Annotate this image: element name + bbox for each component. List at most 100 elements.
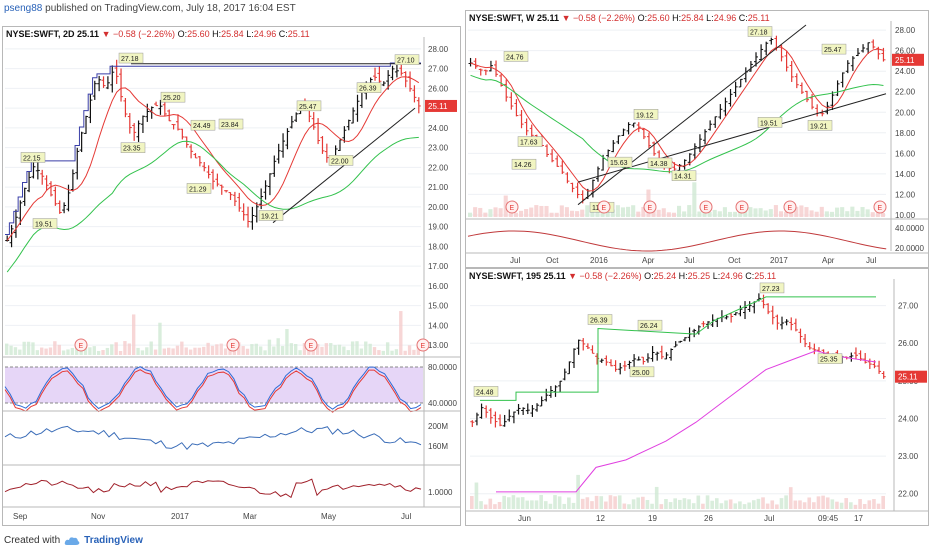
time-tick-label: Oct [728, 256, 741, 265]
volume-bar [590, 210, 595, 217]
volume-bar [96, 350, 101, 355]
volume-bar [215, 344, 219, 355]
volume-bar [765, 503, 770, 509]
pivot-label: 27.18 [121, 56, 139, 63]
price-tick-label: 16.00 [895, 149, 916, 158]
time-tick-label: 12 [596, 514, 605, 523]
volume-bar [79, 348, 83, 355]
volume-bar [70, 347, 75, 355]
volume-bar [641, 496, 645, 509]
volume-bar [502, 495, 506, 509]
time-tick-label: Nov [91, 512, 105, 521]
chart-195-svg[interactable]: 27.00 26.00 25.00 24.00 23.00 22.00 24.48 26.39… [466, 269, 928, 525]
volume-bar [876, 503, 881, 509]
volume-bar [678, 499, 682, 509]
volume-bar [580, 498, 585, 509]
earnings-icon [74, 338, 88, 352]
volume-bar [483, 504, 488, 509]
price-tick-label: 20.00 [428, 203, 449, 212]
pivot-label-bg [821, 43, 847, 55]
volume-bar [506, 497, 511, 509]
price-tick-label: 28.00 [895, 26, 916, 35]
volume-bar [346, 350, 350, 355]
low-value: 24.96 [253, 29, 277, 39]
pivot-label: 27.10 [397, 58, 415, 65]
volume-bar [557, 496, 562, 509]
volume-bar [682, 498, 687, 509]
volume-bar [756, 498, 761, 509]
volume-bar [280, 346, 285, 355]
volume-bar [668, 502, 673, 509]
earnings-icon [643, 200, 657, 214]
volume-bar [585, 497, 590, 509]
volume-bar [22, 341, 26, 355]
ma-short-line [6, 76, 420, 241]
chart-panel-195[interactable]: NYSE:SWFT, 195 25.11 ▼ −0.58 (−2.26%) O:… [465, 268, 929, 526]
osc-tick-label: 20.0000 [895, 244, 924, 253]
volume-bar [525, 500, 530, 509]
volume-bar [753, 208, 758, 217]
volume-bar [613, 496, 617, 509]
volume-bar [867, 500, 872, 509]
volume-bar [412, 349, 416, 355]
volume-bar [728, 499, 733, 509]
time-tick-label: Mar [243, 512, 257, 521]
pivot-label-bg [629, 366, 655, 378]
pivot-label: 25.35 [820, 357, 838, 364]
volume-bar [524, 209, 529, 217]
earnings-letter: E [878, 205, 883, 212]
obv-tick-label: 160M [428, 442, 448, 451]
chart-panel-weekly[interactable]: NYSE:SWFT, W 25.11 ▼ −0.58 (−2.26%) O:25… [465, 10, 929, 268]
volume-bar [474, 482, 479, 509]
volume-bar [368, 343, 372, 355]
tradingview-logo[interactable]: TradingView [84, 535, 143, 546]
pivot-label-bg [328, 155, 354, 166]
pivot-label-bg [503, 51, 529, 62]
volume-bar [696, 495, 701, 509]
price-tick-label: 12.00 [895, 190, 916, 199]
chart-weekly-svg[interactable]: 28.00 26.00 24.00 22.00 20.00 18.00 16.00 14.00… [466, 11, 928, 267]
volume-bar [342, 346, 346, 355]
pivot-label-bg [258, 210, 284, 221]
price-tick-label: 26.00 [428, 84, 449, 93]
pivot-label: 21.29 [189, 186, 207, 193]
volume-bar [158, 322, 162, 355]
symbol: NYSE:SWFT, 195 [469, 271, 542, 281]
atr-tick-label: 1.0000 [428, 488, 453, 497]
earnings-icon [783, 200, 797, 214]
volatility-line [467, 230, 887, 252]
earnings-letter: E [510, 205, 515, 212]
volume-bar [237, 342, 241, 355]
volume-bar [701, 503, 705, 509]
volume-bar [742, 504, 747, 509]
volume-bar [845, 211, 850, 217]
down-arrow-icon: ▼ [568, 271, 578, 281]
pivot-label-bg [517, 136, 543, 147]
obv-line [4, 425, 422, 450]
chart-panel-2d[interactable]: NYSE:SWFT, 2D 25.11 ▼ −0.58 (−2.26%) O:2… [2, 26, 461, 526]
volume-bar [105, 347, 110, 355]
volume-bar [599, 496, 604, 509]
chart-2d-svg[interactable]: 28.0027.0026.0025.0024.0023.0022.0021.00… [3, 27, 460, 525]
volume-bar [399, 311, 403, 355]
volume-bar [835, 207, 840, 217]
volume-bar [714, 498, 719, 509]
pivot-label-bg [394, 54, 420, 65]
earnings-icon [699, 200, 713, 214]
volume-bar [849, 502, 853, 509]
volume-bar [219, 343, 223, 355]
volume-bar [53, 341, 57, 355]
volume-bar [567, 497, 571, 509]
volume-bar [44, 348, 48, 355]
volume-bar [789, 210, 794, 217]
author-link[interactable]: pseng88 [4, 3, 43, 14]
volume-bar [544, 205, 549, 217]
volume-bar [784, 211, 789, 217]
volume-bar [862, 504, 867, 509]
pivot-label-bg [218, 118, 244, 130]
volume-bar [478, 207, 483, 217]
volume-bar [608, 495, 613, 509]
pivot-label: 25.00 [632, 370, 650, 377]
pivot-label-bg [473, 386, 499, 397]
volume-bar [140, 350, 145, 355]
